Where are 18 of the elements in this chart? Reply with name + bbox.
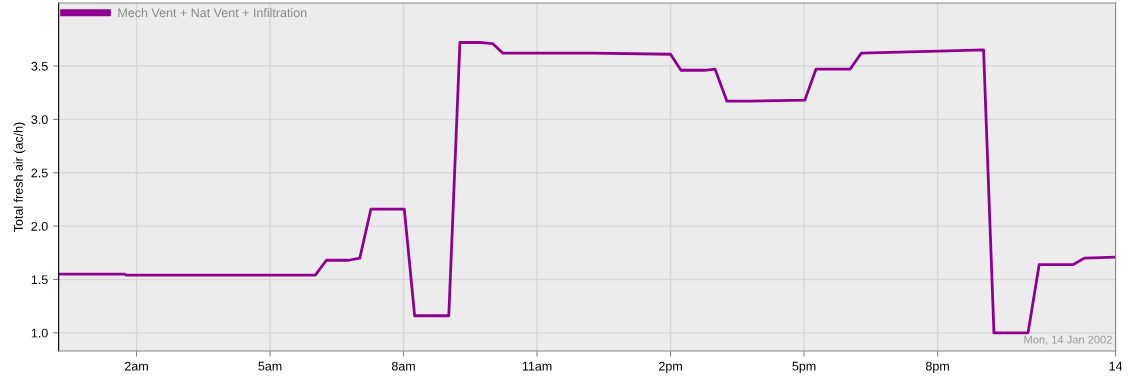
- x-tick-label: 8am: [391, 361, 415, 371]
- legend-label: Mech Vent + Nat Vent + Infiltration: [118, 8, 307, 18]
- y-tick-label: 1.0: [31, 328, 48, 338]
- y-tick-label: 3.5: [31, 61, 48, 71]
- x-tick-label: 8pm: [925, 361, 949, 374]
- y-tick-label: 2.0: [31, 221, 48, 231]
- x-tick-label: 14: [1109, 361, 1123, 371]
- annotation: Mon, 14 Jan 2002: [1024, 335, 1112, 345]
- y-tick-label: 1.5: [31, 275, 48, 285]
- x-tick-label: 5pm: [792, 361, 816, 374]
- y-tick-label: 3.0: [31, 115, 48, 125]
- y-tick-label: 2.5: [31, 168, 48, 178]
- x-tick-label: 11am: [522, 361, 552, 371]
- x-tick-label: 2am: [125, 361, 148, 371]
- x-tick-label: 5am: [258, 361, 282, 371]
- y-axis-title: Total fresh air (ac/h): [13, 122, 26, 232]
- x-tick-label: 2pm: [659, 361, 682, 374]
- line-series: [58, 41, 1116, 335]
